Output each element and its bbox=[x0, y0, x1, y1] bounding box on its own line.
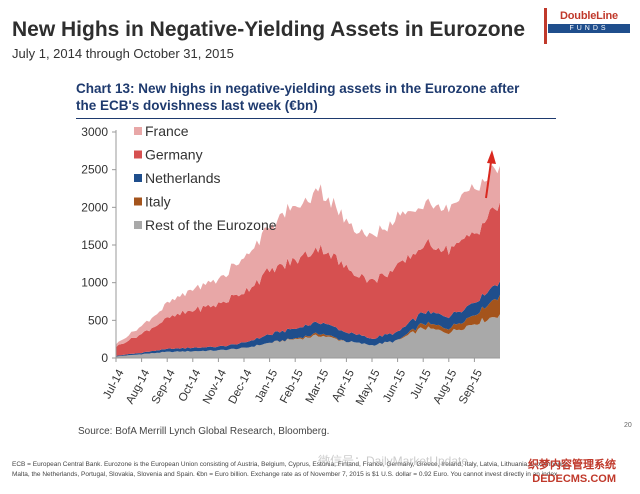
page-number: 20 bbox=[624, 422, 632, 429]
x-tick-label: Feb-15 bbox=[278, 368, 306, 406]
chart-source: Source: BofA Merrill Lynch Global Resear… bbox=[78, 426, 330, 437]
wechat-watermark: 微信号：DailyMarketUpdate bbox=[318, 454, 469, 468]
footnote-line2: Malta, the Netherlands, Portugal, Slovak… bbox=[12, 471, 560, 478]
legend-swatch bbox=[134, 221, 142, 229]
x-tick-label: Jan-15 bbox=[253, 368, 280, 405]
x-tick-label: Jul-15 bbox=[409, 368, 434, 401]
legend-label: Italy bbox=[145, 194, 171, 210]
y-tick-label: 2500 bbox=[81, 163, 108, 177]
legend-swatch bbox=[134, 174, 142, 182]
chart-heading-rule bbox=[76, 118, 556, 119]
legend-label: Netherlands bbox=[145, 170, 221, 186]
dedecms-watermark-line1: 织梦内容管理系统 bbox=[528, 459, 616, 471]
area-series-netherlands bbox=[116, 281, 500, 357]
chart-heading: Chart 13: New highs in negative-yielding… bbox=[76, 80, 546, 114]
y-tick-label: 500 bbox=[88, 313, 108, 327]
legend-label: France bbox=[145, 123, 189, 139]
logo-wordmark: DoubleLine bbox=[560, 10, 618, 22]
legend-swatch bbox=[134, 150, 142, 159]
x-tick-label: Aug-14 bbox=[124, 367, 152, 406]
legend-swatch bbox=[134, 127, 142, 135]
area-series-italy bbox=[116, 294, 500, 357]
y-tick-label: 1000 bbox=[81, 276, 108, 290]
y-tick-label: 1500 bbox=[81, 238, 108, 252]
x-tick-label: Sep-15 bbox=[457, 368, 485, 406]
x-tick-label: Sep-14 bbox=[150, 367, 178, 406]
footnote-line1: ECB = European Central Bank. Eurozone is… bbox=[12, 461, 569, 468]
slide-title: New Highs in Negative-Yielding Assets in… bbox=[12, 18, 526, 41]
x-tick-label: Aug-15 bbox=[431, 368, 459, 406]
dedecms-watermark-line2: DEDECMS.COM bbox=[532, 473, 616, 485]
annotation-arrow-shaft bbox=[485, 161, 492, 199]
y-tick-label: 0 bbox=[101, 351, 108, 365]
area-series-rest-of-the-eurozone bbox=[116, 314, 500, 358]
area-series-france bbox=[116, 165, 500, 348]
logo-funds-bar: FUNDS bbox=[548, 24, 630, 33]
x-tick-label: Jun-15 bbox=[381, 368, 408, 405]
y-tick-label: 2000 bbox=[81, 200, 108, 214]
x-tick-label: Apr-15 bbox=[330, 368, 357, 404]
x-tick-label: Nov-14 bbox=[201, 367, 229, 406]
chart-heading-line1: Chart 13: New highs in negative-yielding… bbox=[76, 81, 520, 96]
doubleline-logo: DoubleLine FUNDS bbox=[548, 10, 630, 44]
logo-accent-bar bbox=[544, 8, 547, 44]
x-tick-label: Jul-14 bbox=[101, 367, 127, 401]
footnote: ECB = European Central Bank. Eurozone is… bbox=[12, 460, 612, 480]
legend-swatch bbox=[134, 197, 142, 206]
x-tick-label: Oct-14 bbox=[177, 367, 204, 404]
chart-heading-line2: the ECB's dovishness last week (€bn) bbox=[76, 98, 318, 113]
area-series-germany bbox=[116, 202, 500, 356]
x-tick-label: Dec-14 bbox=[227, 367, 255, 406]
slide-subtitle: July 1, 2014 through October 31, 2015 bbox=[12, 46, 234, 61]
annotation-arrow-head bbox=[487, 150, 496, 164]
legend-label: Rest of the Eurozone bbox=[145, 217, 277, 233]
dedecms-watermark: 织梦内容管理系统 DEDECMS.COM bbox=[528, 458, 616, 486]
legend-label: Germany bbox=[145, 147, 203, 163]
y-tick-label: 3000 bbox=[81, 125, 108, 139]
x-tick-label: Mar-15 bbox=[304, 368, 332, 406]
x-tick-label: May-15 bbox=[354, 368, 383, 408]
